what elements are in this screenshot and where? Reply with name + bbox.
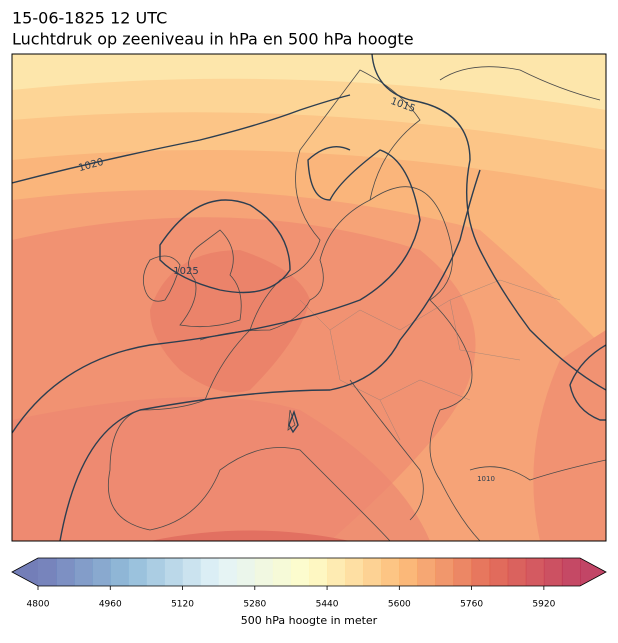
colorbar-tick-label: 5920 xyxy=(532,600,555,610)
colorbar-swatch xyxy=(453,558,473,586)
colorbar-tick-label: 5600 xyxy=(388,600,411,610)
colorbar-tick-label: 5440 xyxy=(316,600,339,610)
colorbar-swatch xyxy=(543,558,563,586)
isobar-label: 1025 xyxy=(173,266,198,277)
colorbar-swatch xyxy=(507,558,527,586)
colorbar-swatch xyxy=(200,558,220,586)
colorbar-swatch xyxy=(182,558,202,586)
colorbar-tick-label: 5760 xyxy=(460,600,483,610)
coastline xyxy=(108,69,421,541)
colorbar-swatch xyxy=(56,558,75,586)
isobar-label: 1010 xyxy=(477,475,495,483)
colorbar-swatch xyxy=(254,558,274,586)
title: 15-06-1825 12 UTC xyxy=(12,9,167,28)
band xyxy=(150,530,350,541)
isobar xyxy=(288,409,299,434)
isobar xyxy=(12,146,421,434)
coastline xyxy=(142,255,181,302)
colorbar-swatch xyxy=(218,558,238,586)
band xyxy=(533,330,606,541)
colorbar-extend-high xyxy=(580,558,606,586)
colorbar-swatch xyxy=(92,558,111,586)
coastline xyxy=(369,186,481,541)
colorbar-label: 500 hPa hoogte in meter xyxy=(241,614,378,627)
colorbar-swatch xyxy=(417,558,436,586)
colorbar-swatch xyxy=(489,558,509,586)
isobar xyxy=(12,94,351,184)
colorbar-swatch xyxy=(272,558,292,586)
colorbar-swatch xyxy=(363,558,382,586)
map-frame xyxy=(11,53,607,542)
colorbar: 4800 4960 5120 5280 5440 5600 5760 5920 xyxy=(11,557,607,610)
colorbar-swatch xyxy=(345,558,364,586)
isobar xyxy=(569,344,606,421)
isobar xyxy=(159,199,291,294)
coastline xyxy=(439,66,601,101)
colorbar-outline xyxy=(11,557,607,587)
colorbar-swatch xyxy=(128,558,147,586)
subtitle: Luchtdruk op zeeniveau in hPa en 500 hPa… xyxy=(12,30,414,49)
colorbar-tick-label: 5120 xyxy=(171,600,194,610)
colorbar-tick-label: 4960 xyxy=(99,600,122,610)
colorbar-swatch xyxy=(236,558,256,586)
border xyxy=(299,279,561,441)
coastline xyxy=(179,229,242,328)
isobar xyxy=(59,169,481,541)
colorbar-swatch xyxy=(381,558,400,586)
colorbar-swatch xyxy=(309,558,328,586)
colorbar-tick-label: 5280 xyxy=(243,600,266,610)
colorbar-swatch xyxy=(290,558,310,586)
colorbar-extend-low xyxy=(12,558,38,586)
isobar xyxy=(371,54,606,391)
colorbar-swatch xyxy=(74,558,93,586)
map: 1020 1015 1025 1010 xyxy=(12,54,606,541)
colorbar-swatch xyxy=(435,558,455,586)
colorbar-swatch xyxy=(164,558,184,586)
colorbar-swatch xyxy=(110,558,129,586)
colorbar-swatch xyxy=(38,558,57,586)
colorbar-swatch xyxy=(327,558,346,586)
colorbar-swatch xyxy=(471,558,491,586)
coastline xyxy=(469,459,606,481)
band xyxy=(150,250,310,393)
coastline xyxy=(349,379,424,521)
colorbar-swatch xyxy=(146,558,165,586)
colorbar-swatch xyxy=(525,558,545,586)
colorbar-swatch xyxy=(561,558,581,586)
colorbar-swatch xyxy=(399,558,418,586)
colorbar-tick-label: 4800 xyxy=(27,600,50,610)
